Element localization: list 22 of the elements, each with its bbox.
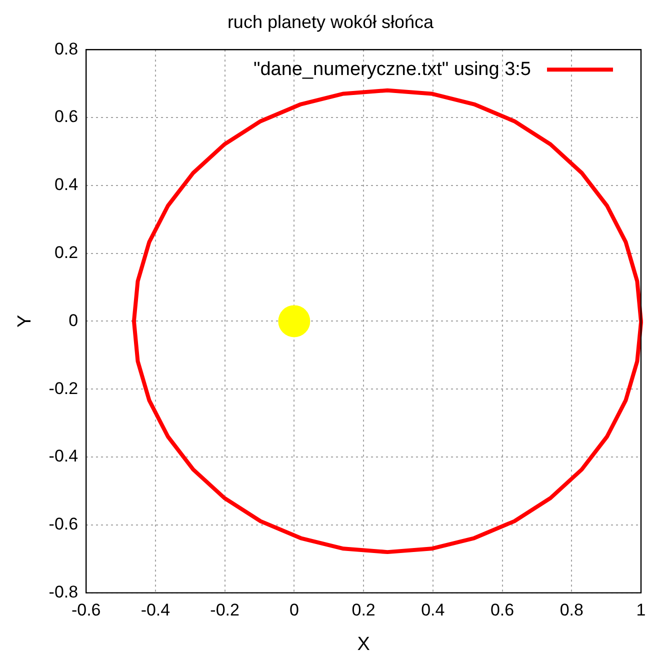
- x-tick-label: 1: [636, 600, 646, 620]
- x-tick-label: -0.6: [71, 600, 101, 620]
- y-tick-label: 0.4: [54, 175, 78, 194]
- x-axis-title: X: [357, 634, 370, 655]
- x-tick-label: 0: [289, 600, 299, 620]
- y-tick-label: -0.4: [48, 446, 78, 466]
- x-tick-label: 0.8: [560, 600, 584, 620]
- y-tick-label: 0.8: [54, 39, 78, 58]
- y-tick-label: 0.6: [54, 107, 78, 126]
- x-tick-label: 0.4: [421, 600, 445, 620]
- x-tick-label: 0.2: [352, 600, 376, 620]
- y-tick-label: 0.2: [54, 242, 78, 262]
- y-tick-label: -0.6: [48, 514, 78, 534]
- x-tick-label: 0.6: [490, 600, 514, 620]
- y-tick-label: -0.2: [48, 378, 78, 398]
- x-tick-label: -0.2: [210, 600, 240, 620]
- y-axis-title: Y: [14, 314, 36, 328]
- legend-label: "dane_numeryczne.txt" using 3:5: [253, 58, 531, 80]
- y-tick-label: 0: [68, 310, 78, 330]
- x-tick-label: -0.4: [140, 600, 170, 620]
- y-tick-label: -0.8: [48, 582, 78, 602]
- chart-title: ruch planety wokół słońca: [227, 12, 435, 32]
